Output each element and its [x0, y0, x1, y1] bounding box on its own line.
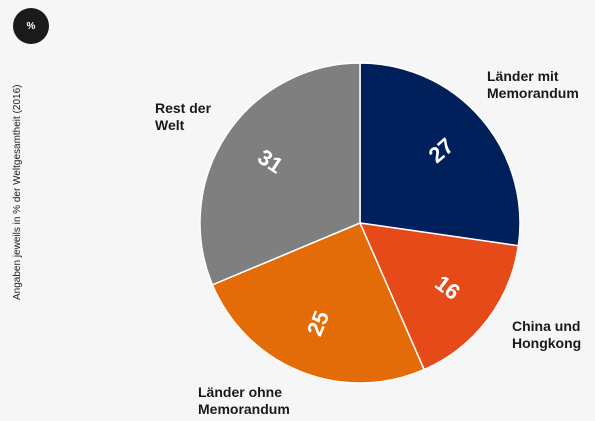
category-label: Rest der Welt — [155, 100, 212, 133]
category-label: China und Hongkong — [512, 318, 582, 351]
pie-slice — [199, 62, 361, 286]
pie-slice — [359, 62, 521, 247]
category-label: Länder mit Memorandum — [487, 68, 579, 101]
category-label: Länder ohne Memorandum — [198, 384, 290, 417]
unit-badge: % — [13, 8, 49, 44]
pie-slice — [358, 222, 520, 371]
